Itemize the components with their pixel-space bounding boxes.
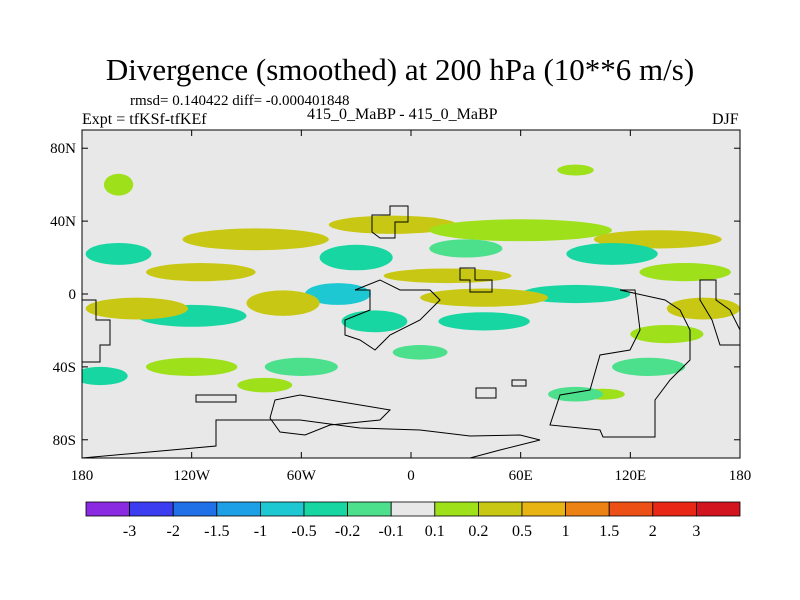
field-blob-sh-midlat-neg-3: [612, 357, 686, 376]
land-sea-outline: [82, 205, 740, 458]
colorbar-swatch: [216, 501, 261, 517]
colorbar-label: 0.5: [512, 523, 532, 540]
field-blob-sh-midlat-neg-4: [392, 345, 448, 360]
colorbar-label: -0.2: [335, 523, 360, 540]
plot-background: [82, 130, 740, 458]
field-blob-nh-midlat-neg-1: [319, 244, 393, 271]
colorbar-label: 1: [562, 523, 570, 540]
field-blob-sh-band-pos-1: [630, 324, 704, 344]
field-blob-eq-pos-1: [85, 297, 189, 320]
colorbar: -3 -2 -1.5 -1 -0.5 -0.2 -0.1 0.1 0.2 0.5 1 1.5 2 3: [85, 501, 741, 540]
field-blob-sh-midlat-neg-2: [82, 366, 128, 386]
colorbar-label: 1.5: [599, 523, 619, 540]
y-axis: 80N 40N 0 40S 80S: [50, 141, 740, 449]
colorbar-swatch: [434, 501, 479, 517]
field-blob-nh-midlat-neg-2: [85, 242, 152, 265]
field-blob-sh-highlat-pos-1: [237, 377, 293, 393]
field-blob-eq-pos-2: [246, 290, 320, 316]
field-blob-nh-midlat-neg-3: [566, 242, 658, 265]
season-label: DJF: [712, 111, 739, 128]
colorbar-label: 3: [692, 523, 700, 540]
colorbar-swatch: [303, 501, 348, 517]
x-axis: 180 120W 60W 0 60E 120E 180: [71, 130, 752, 484]
colorbar-swatch: [259, 501, 305, 517]
colorbar-swatch: [565, 501, 610, 517]
colorbar-swatch: [608, 501, 654, 517]
colorbar-label: -1.5: [204, 523, 229, 540]
field-blob-nh-midlat-band-2: [328, 215, 457, 234]
x-tick-label: 0: [407, 468, 415, 484]
field-blob-arctic-pos-1: [103, 173, 134, 196]
field-blob-eq-pos-4: [666, 297, 740, 320]
field-blob-nh-midlat-band-1: [182, 228, 329, 251]
colorbar-swatch: [477, 501, 523, 517]
experiment-label: Expt = tfKSf-tfKEf: [82, 111, 207, 128]
colorbar-swatch: [696, 501, 741, 517]
colorbar-swatch: [521, 501, 566, 517]
colorbar-swatch: [129, 501, 174, 517]
y-tick-label: 80S: [53, 433, 76, 449]
colorbar-swatch: [172, 501, 218, 517]
x-tick-label: 180: [729, 468, 752, 484]
chart-title: Divergence (smoothed) at 200 hPa (10**6 …: [105, 52, 695, 87]
field-blob-eq-pos-3: [420, 288, 549, 307]
field-blob-arctic-pos-2: [557, 164, 594, 176]
colorbar-swatch: [652, 501, 697, 517]
field-blob-nh-subtrop-pos-1: [145, 263, 256, 282]
field-blob-nh-subtrop-pos-3: [639, 263, 731, 282]
x-tick-label: 60E: [509, 468, 533, 484]
field-blob-eq-neg-3: [520, 284, 631, 304]
x-tick-label: 180: [71, 468, 94, 484]
field-blob-sh-midlat-neg-1: [264, 357, 338, 376]
y-tick-label: 80N: [50, 141, 76, 157]
colorbar-label: 0.1: [425, 523, 445, 540]
field-blob-nh-midlat-neg-4: [429, 239, 503, 258]
colorbar-swatch: [390, 501, 436, 517]
colorbar-swatch: [85, 501, 130, 517]
y-tick-label: 0: [69, 287, 77, 303]
y-tick-label: 40N: [50, 214, 76, 230]
colorbar-label: -3: [123, 523, 136, 540]
y-tick-label: 40S: [53, 360, 76, 376]
field-blob-sh-highlat-neg-1: [548, 386, 603, 402]
x-tick-label: 120E: [614, 468, 646, 484]
colorbar-label: -1: [254, 523, 267, 540]
colorbar-label: -2: [167, 523, 180, 540]
field-blob-nh-midlat-band-3: [429, 219, 613, 242]
colorbar-label: -0.5: [291, 523, 316, 540]
field-blob-sh-band-neg-2: [438, 312, 530, 331]
colorbar-label: 0.2: [468, 523, 488, 540]
x-tick-label: 120W: [173, 468, 211, 484]
x-tick-label: 60W: [287, 468, 317, 484]
field-blob-sh-band-neg-1: [341, 310, 408, 333]
colorbar-label: -0.1: [379, 523, 404, 540]
field-blob-sh-midlat-pos-1: [145, 357, 238, 376]
field-blob-eq-neg-1: [304, 283, 371, 305]
cases-label: 415_0_MaBP - 415_0_MaBP: [307, 106, 498, 123]
rmsd-diff-label: rmsd= 0.140422 diff= -0.000401848: [130, 93, 350, 109]
field-blob-nh-subtrop-pos-2: [383, 268, 512, 284]
field-layer: [82, 164, 740, 402]
colorbar-swatch: [347, 501, 392, 517]
colorbar-label: 2: [649, 523, 657, 540]
